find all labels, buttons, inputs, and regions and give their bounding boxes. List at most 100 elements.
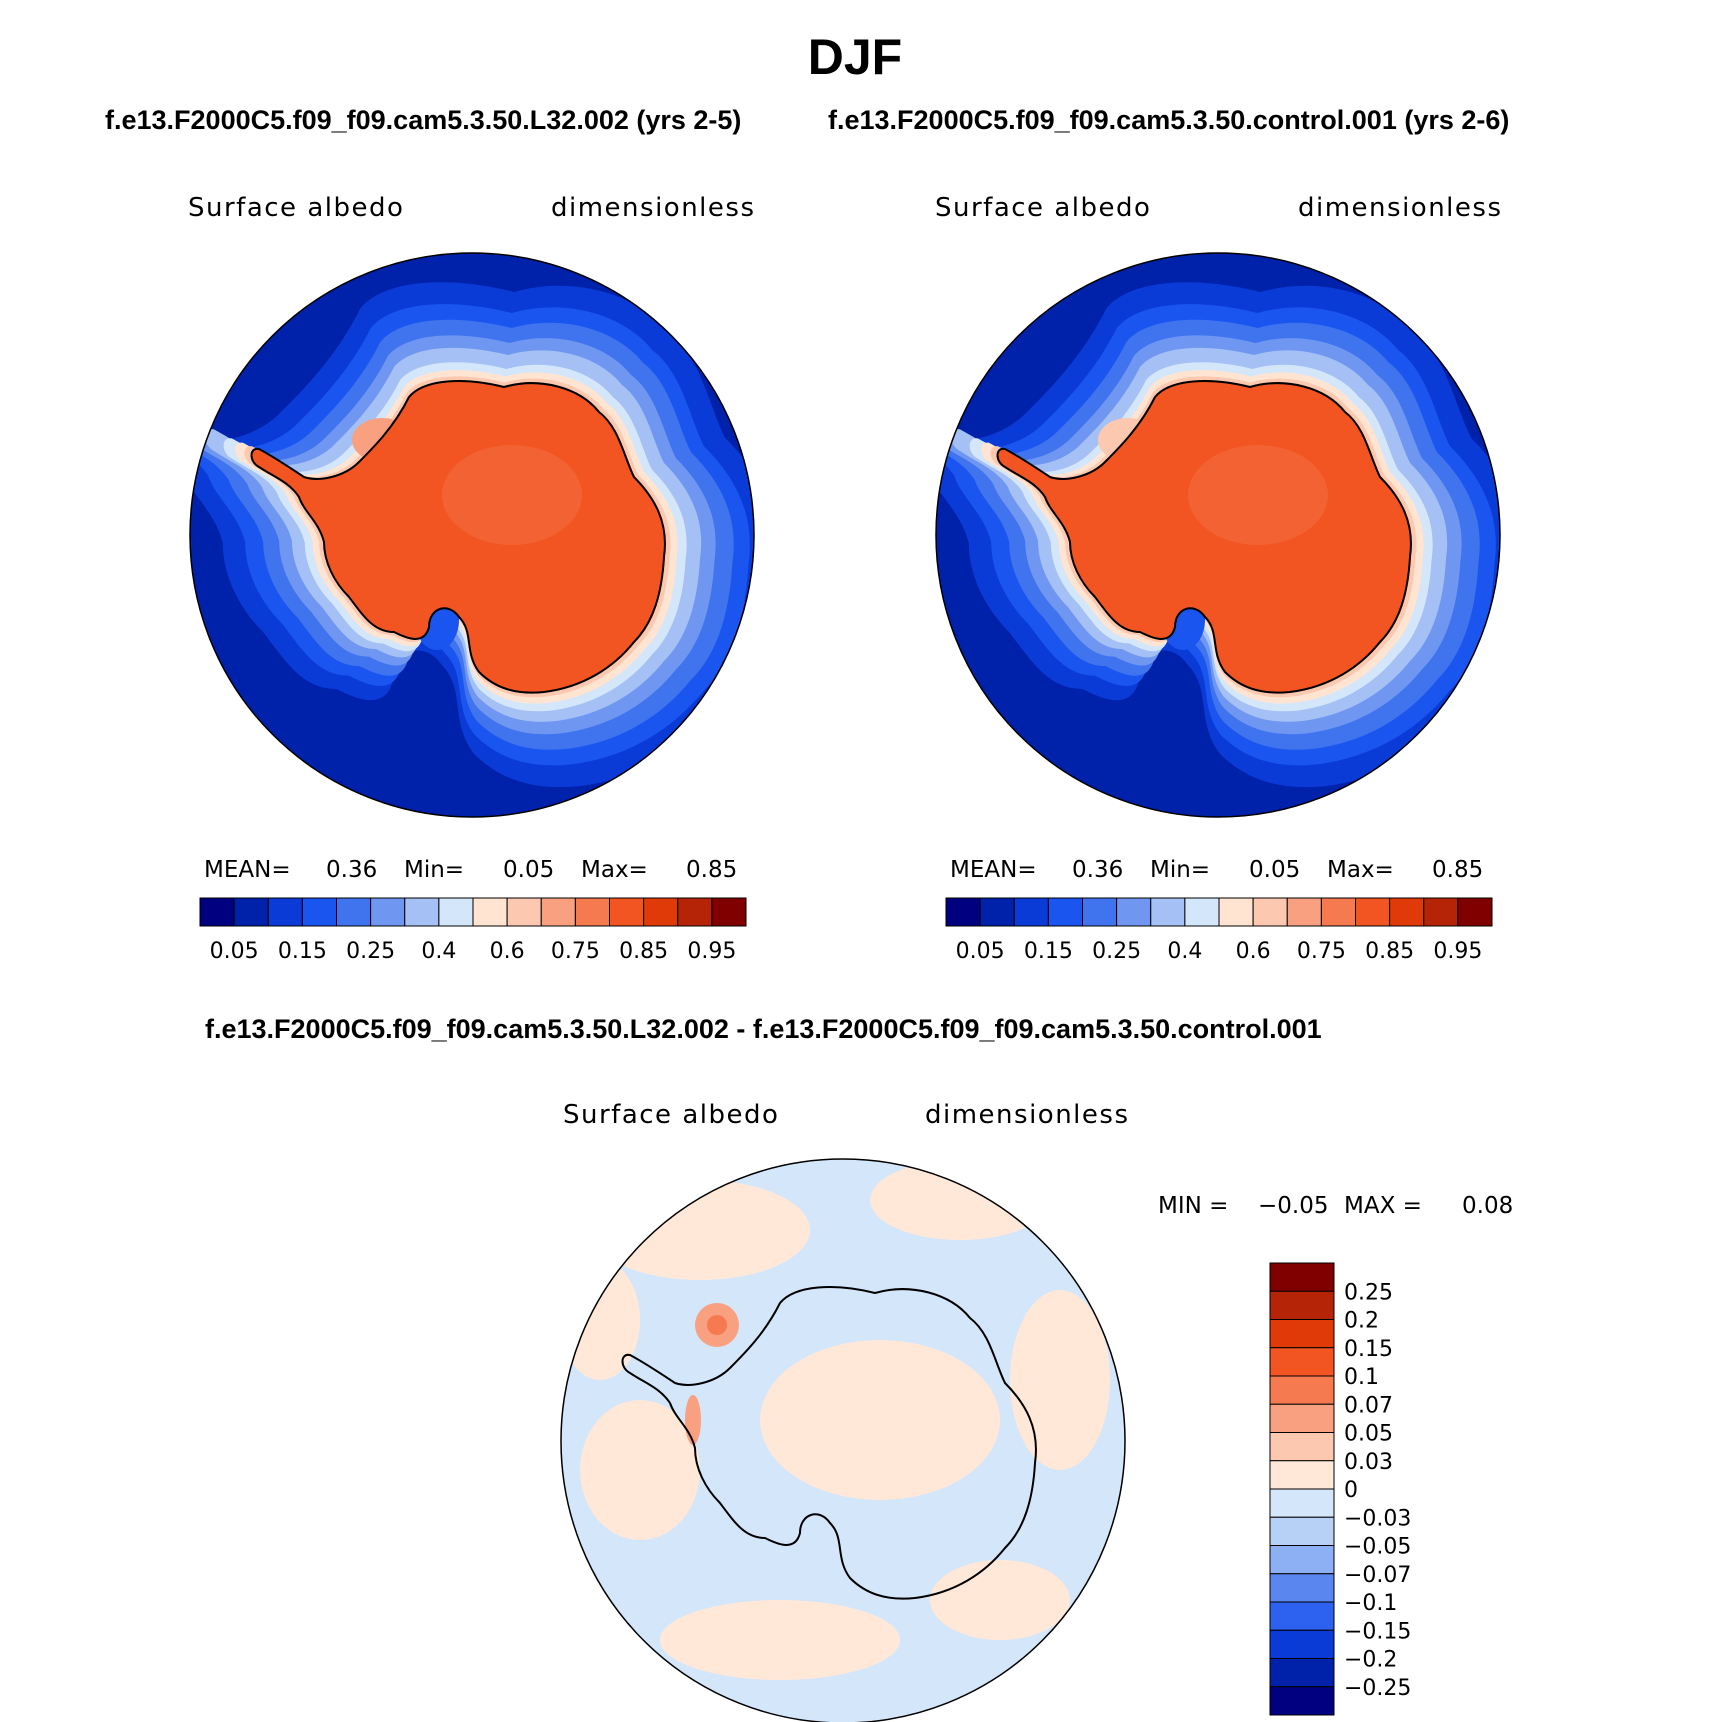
diff-colorbar-tick-label: 0.25 [1344,1280,1393,1305]
diff-colorbar: 0.25 0.2 0.15 0.1 0.07 0.05 0.03 0 −0.03 −0.05 −0.… [1269,1262,1411,1716]
figure-title: DJF [807,29,903,85]
left-colorbar-swatch [267,897,303,927]
right-colorbar-swatch [1150,897,1186,927]
right-colorbar-swatch [1389,897,1425,927]
left-mean-value: 0.36 [326,857,378,883]
diff-variable-label: Surface albedo [563,1100,780,1130]
right-variable-label: Surface albedo [935,193,1152,223]
diff-colorbar-swatch [1269,1460,1335,1490]
right-map [935,252,1501,818]
diff-colorbar-tick-label: −0.2 [1344,1648,1397,1673]
left-colorbar-tick-label: 0.6 [490,939,525,964]
right-colorbar-tick-label: 0.4 [1167,939,1202,964]
right-colorbar-tick-label: 0.05 [956,939,1005,964]
left-colorbar-tick-label: 0.75 [551,939,600,964]
left-colorbar-swatch [199,897,235,927]
diff-colorbar-tick-label: −0.07 [1344,1563,1411,1588]
diff-colorbar-swatch [1269,1432,1335,1462]
left-colorbar-swatch [574,897,610,927]
right-case-title: f.e13.F2000C5.f09_f09.cam5.3.50.control.… [828,105,1510,135]
right-colorbar-swatch [1116,897,1152,927]
right-mean-value: 0.36 [1072,857,1124,883]
diff-min-value: −0.05 [1258,1193,1329,1219]
right-colorbar-swatch [1355,897,1391,927]
left-mean-label: MEAN= [204,857,291,883]
diff-colorbar-swatch [1269,1516,1335,1546]
right-max-value: 0.85 [1432,857,1484,883]
right-colorbar-tick-label: 0.6 [1236,939,1271,964]
diff-colorbar-swatch [1269,1319,1335,1349]
left-colorbar-swatch [472,897,508,927]
diff-colorbar-swatch [1269,1686,1335,1716]
diff-min-label: MIN = [1158,1193,1229,1219]
right-colorbar-swatch [1184,897,1220,927]
diff-colorbar-tick-label: −0.03 [1344,1506,1411,1531]
left-colorbar-swatch [540,897,576,927]
right-units-label: dimensionless [1298,193,1503,223]
left-colorbar-tick-label: 0.05 [210,939,259,964]
right-colorbar-tick-label: 0.75 [1297,939,1346,964]
diff-colorbar-swatch [1269,1375,1335,1405]
diff-colorbar-swatch [1269,1488,1335,1518]
left-colorbar-tick-label: 0.15 [278,939,327,964]
right-colorbar-swatch [1218,897,1254,927]
diff-colorbar-tick-label: −0.1 [1344,1591,1397,1616]
diff-colorbar-tick-label: −0.15 [1344,1619,1411,1644]
right-colorbar-tick-label: 0.85 [1365,939,1414,964]
left-max-label: Max= [581,857,648,883]
left-colorbar-swatch [643,897,679,927]
right-colorbar-swatch [1423,897,1459,927]
left-min-label: Min= [404,857,465,883]
left-colorbar-tick-label: 0.85 [619,939,668,964]
right-max-label: Max= [1327,857,1394,883]
diff-colorbar-tick-label: 0.15 [1344,1337,1393,1362]
right-min-value: 0.05 [1249,857,1301,883]
right-colorbar-tick-label: 0.15 [1024,939,1073,964]
right-colorbar-swatch [1082,897,1118,927]
diff-max-label: MAX = [1344,1193,1422,1219]
diff-max-value: 0.08 [1462,1193,1514,1219]
diff-colorbar-swatch [1269,1545,1335,1575]
left-colorbar-swatch [609,897,645,927]
diff-colorbar-swatch [1269,1262,1335,1292]
right-colorbar-swatch [979,897,1015,927]
left-colorbar-tick-label: 0.25 [346,939,395,964]
diff-colorbar-tick-label: 0.07 [1344,1393,1393,1418]
diff-colorbar-swatch [1269,1658,1335,1688]
diff-colorbar-tick-label: −0.05 [1344,1535,1411,1560]
left-max-value: 0.85 [686,857,738,883]
diff-colorbar-tick-label: −0.25 [1344,1676,1411,1701]
diff-colorbar-swatch [1269,1347,1335,1377]
right-colorbar-swatch [945,897,981,927]
right-colorbar-tick-label: 0.95 [1433,939,1482,964]
diff-case-title: f.e13.F2000C5.f09_f09.cam5.3.50.L32.002 … [205,1014,1322,1044]
left-colorbar-swatch [404,897,440,927]
right-colorbar: 0.05 0.15 0.25 0.4 0.6 0.75 0.85 0.95 [945,897,1493,964]
left-units-label: dimensionless [551,193,756,223]
diff-colorbar-swatch [1269,1290,1335,1320]
left-colorbar-swatch [711,897,747,927]
diff-colorbar-swatch [1269,1403,1335,1433]
right-colorbar-swatch [1457,897,1493,927]
left-colorbar-swatch [370,897,406,927]
right-mean-label: MEAN= [950,857,1037,883]
diff-colorbar-tick-label: 0.03 [1344,1450,1393,1475]
left-colorbar-tick-label: 0.95 [687,939,736,964]
left-colorbar-swatch [506,897,542,927]
left-colorbar-swatch [438,897,474,927]
left-colorbar-swatch [233,897,269,927]
left-case-title: f.e13.F2000C5.f09_f09.cam5.3.50.L32.002 … [105,105,742,135]
diff-colorbar-tick-label: 0.2 [1344,1309,1379,1334]
left-variable-label: Surface albedo [188,193,405,223]
diff-colorbar-swatch [1269,1601,1335,1631]
left-colorbar-tick-label: 0.4 [421,939,456,964]
diff-colorbar-swatch [1269,1629,1335,1659]
right-colorbar-swatch [1013,897,1049,927]
diff-colorbar-tick-label: 0.1 [1344,1365,1379,1390]
right-colorbar-swatch [1252,897,1288,927]
right-colorbar-swatch [1320,897,1356,927]
right-colorbar-swatch [1047,897,1083,927]
left-map [189,252,755,818]
diff-colorbar-swatch [1269,1573,1335,1603]
